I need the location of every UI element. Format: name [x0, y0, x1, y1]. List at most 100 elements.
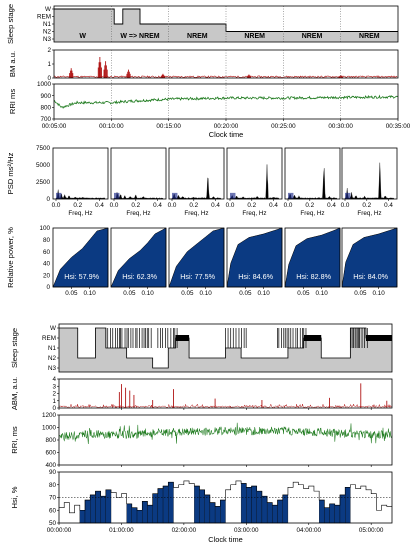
sleep-stage-line: [54, 8, 398, 32]
y-tick-label: 600: [45, 450, 56, 457]
hsi-bar: [272, 504, 278, 524]
hsi-bar: [204, 494, 211, 524]
hsi-bar: [329, 503, 335, 524]
night_rri-frame: [58, 414, 393, 466]
psd-x-tick-label: 0.0: [341, 202, 350, 209]
hsi-bar: [266, 502, 273, 524]
rri-tick-label: 700: [40, 116, 51, 123]
hsi-bar: [105, 489, 112, 524]
stage-tick-label: N1: [48, 345, 57, 352]
relative-power-frame: [52, 227, 109, 288]
y-tick-label: 1000: [42, 425, 57, 432]
rri-tick-label: 1000: [37, 81, 52, 88]
x-tick-label: 01:00:00: [109, 527, 134, 534]
epoch-annotation: NREM: [302, 33, 323, 40]
hsi-bar: [277, 499, 283, 524]
relative-power-frame: [284, 227, 341, 288]
rem-period: [365, 335, 392, 341]
bm-tick-label: 0: [47, 75, 51, 82]
x-tick-label: 02:00:00: [172, 527, 197, 534]
psd-spectrum: [229, 164, 280, 200]
x-tick-label: 04:00:00: [296, 527, 321, 534]
x-tick-label: 00:30:00: [328, 123, 353, 130]
y-tick-label: 3: [52, 383, 56, 390]
hsi-bar: [126, 503, 132, 524]
rri-tick-label: 800: [40, 105, 51, 112]
y-axis-label: Sleep stage: [10, 328, 19, 368]
hsi-bar: [79, 510, 86, 524]
psd-spectrum: [344, 162, 395, 200]
y-tick-label: 60: [49, 507, 57, 514]
hsi-bar: [142, 501, 148, 524]
hsi-bar: [339, 494, 346, 524]
abm-baseline-trace: [58, 403, 392, 409]
hsi-bar: [147, 504, 153, 524]
x-tick-label: 00:00:00: [47, 527, 72, 534]
psd-lf-band: [288, 192, 294, 199]
hsi-bar: [95, 490, 101, 524]
hsi-bar: [194, 485, 200, 524]
y-tick-label: 70: [49, 495, 57, 502]
psd-x-tick-label: 0.0: [284, 202, 293, 209]
psd-frame: [341, 147, 398, 200]
y-tick-label: 1: [52, 398, 56, 405]
y-tick-label: 2: [52, 391, 56, 398]
y-axis-label: RRI ms: [8, 89, 17, 115]
y-tick-label: 0: [52, 405, 56, 412]
psd-x-tick-label: 0.2: [362, 202, 371, 209]
rel-x-tick-label: 0.05: [354, 290, 367, 297]
psd-tick-label: 0: [46, 196, 50, 203]
hsi-value-label: Hsi: 84.0%: [353, 272, 388, 281]
relative-power-frame: [110, 227, 167, 288]
y-axis-label: Sleep stage: [6, 4, 15, 44]
x-tick-label: 03:00:00: [234, 527, 259, 534]
hsi-value-label: Hsi: 84.6%: [238, 272, 273, 281]
relative-power-frame: [168, 227, 225, 288]
rel-x-tick-label: 0.10: [316, 290, 329, 297]
y-axis-label: Relative power, %: [6, 227, 15, 288]
epoch-annotation: NREM: [244, 33, 265, 40]
psd-x-tick-label: 0.4: [211, 202, 220, 209]
hsi-bar: [136, 510, 143, 524]
hsi-bar: [256, 490, 263, 524]
y-tick-label: 400: [45, 462, 56, 469]
rri-tick-label: 900: [40, 93, 51, 100]
bm-tick-label: 1: [47, 61, 51, 68]
epoch-annotation: NREM: [187, 33, 208, 40]
rel-tick-label: 0: [46, 284, 50, 291]
hsi-bar: [261, 496, 268, 524]
rel-tick-label: 60: [43, 249, 51, 256]
hsi-bar: [246, 487, 252, 524]
psd-frame: [52, 147, 109, 200]
psd-lf-band: [345, 192, 351, 199]
y-axis-label: RRI, ms: [10, 426, 19, 454]
x-tick-label: 00:20:00: [214, 123, 239, 130]
psd-x-tick-label: 0.4: [95, 202, 104, 209]
rel-tick-label: 40: [43, 261, 51, 268]
bm-tick-label: 2: [47, 47, 51, 54]
y-axis-label: BM a.u.: [8, 51, 17, 77]
psd-spectrum: [171, 177, 222, 200]
psd-x-axis-label: Freq, Hz: [300, 210, 324, 217]
hsi-bar: [168, 482, 174, 524]
psd-x-tick-label: 0.2: [73, 202, 82, 209]
hsi-bar: [282, 494, 289, 524]
hsi-bar: [209, 502, 216, 524]
psd-x-tick-label: 0.0: [226, 202, 235, 209]
psd-frame: [110, 147, 167, 200]
hsi-bar: [334, 504, 341, 524]
y-axis-label: ABM, a.u.: [10, 377, 19, 410]
hsi-value-label: Hsi: 57.9%: [64, 272, 99, 281]
psd-x-tick-label: 0.2: [305, 202, 314, 209]
x-tick-label: 00:10:00: [99, 123, 124, 130]
relative-power-panels: 0 20 40 60 80 100 Relative power, % Hsi: 57.9% 0…: [6, 225, 398, 297]
hsi-bar: [162, 485, 169, 524]
hsi-bar: [131, 507, 138, 524]
hsi-bar: [199, 489, 205, 524]
rem-period: [175, 335, 190, 341]
x-tick-label: 00:35:00: [386, 123, 411, 130]
epoch-annotation: NREM: [359, 33, 380, 40]
hsi-value-label: Hsi: 77.5%: [180, 272, 215, 281]
